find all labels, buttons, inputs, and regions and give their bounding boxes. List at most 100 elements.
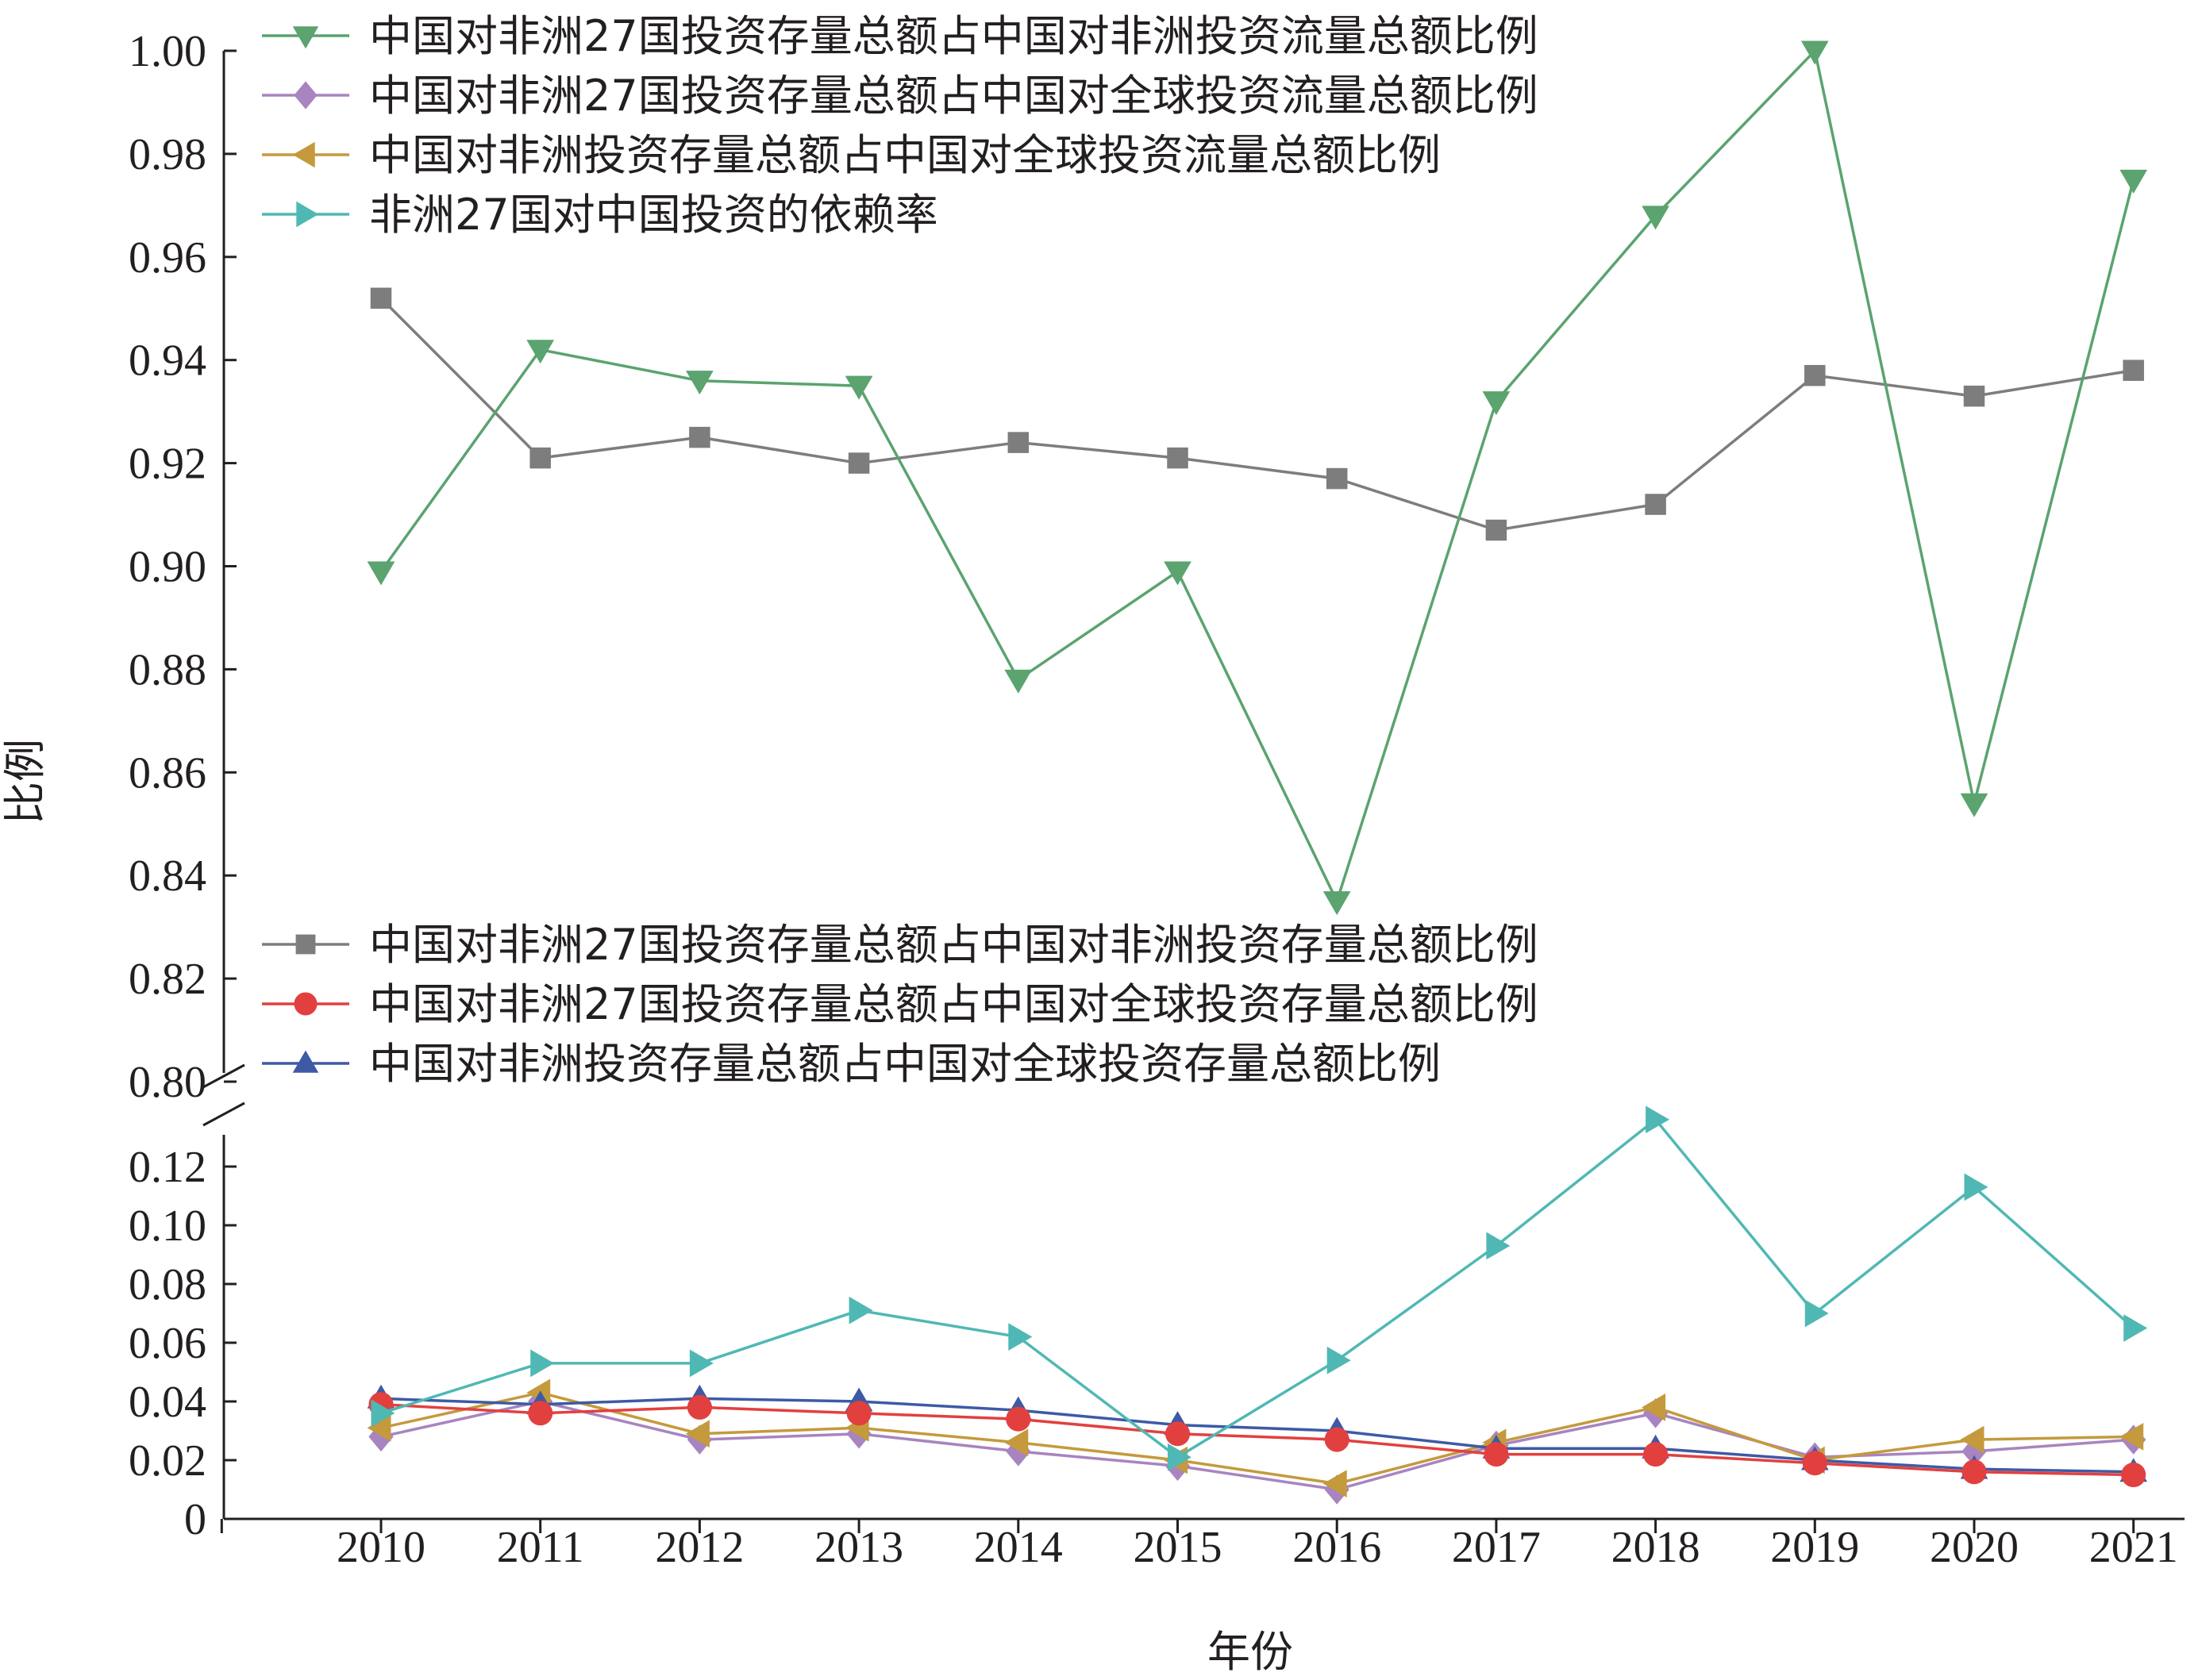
series-line bbox=[380, 1117, 2135, 1459]
data-point bbox=[689, 426, 710, 448]
data-point bbox=[689, 1349, 714, 1378]
x-tick-label: 2017 bbox=[1452, 1523, 1541, 1572]
data-point bbox=[1963, 385, 1985, 407]
data-point bbox=[528, 1401, 553, 1426]
y-tick-label: 0.06 bbox=[129, 1319, 206, 1368]
data-point bbox=[526, 340, 555, 364]
y-tick-label: 0.82 bbox=[129, 955, 206, 1004]
data-point bbox=[370, 287, 392, 309]
data-point bbox=[1326, 467, 1348, 490]
series-3 bbox=[371, 1105, 2148, 1471]
legend-label: 中国对非洲投资存量总额占中国对全球投资存量总额比例 bbox=[369, 1039, 1441, 1089]
data-point bbox=[1642, 206, 1669, 230]
data-point bbox=[1642, 1394, 1666, 1421]
data-point bbox=[1167, 447, 1188, 469]
series-line bbox=[380, 1391, 2134, 1486]
data-point bbox=[1322, 891, 1351, 916]
legend-label: 非洲27国对中国投资的依赖率 bbox=[369, 190, 938, 240]
axis-break-mark bbox=[202, 1101, 245, 1127]
data-point bbox=[1800, 40, 1829, 65]
y-tick-label: 1.00 bbox=[129, 27, 206, 76]
data-point bbox=[846, 1401, 872, 1426]
data-point bbox=[1322, 1470, 1347, 1497]
y-tick-label: 0.90 bbox=[129, 543, 206, 592]
legend-item: 非洲27国对中国投资的依赖率 bbox=[262, 190, 938, 240]
legend-item: 中国对非洲投资存量总额占中国对全球投资存量总额比例 bbox=[262, 1039, 1441, 1089]
data-point bbox=[1960, 793, 1988, 817]
x-tick-label: 2014 bbox=[974, 1523, 1063, 1572]
legend-item: 中国对非洲27国投资存量总额占中国对全球投资存量总额比例 bbox=[262, 979, 1538, 1029]
data-point bbox=[1324, 1427, 1349, 1452]
data-point bbox=[2121, 1463, 2146, 1487]
x-tick-label: 2019 bbox=[1770, 1523, 1859, 1572]
y-tick-label: 0.96 bbox=[129, 233, 206, 283]
y-tick-label: 0.92 bbox=[129, 440, 206, 489]
data-point bbox=[2123, 359, 2144, 381]
y-tick-label: 0.86 bbox=[129, 748, 206, 798]
data-point bbox=[849, 1296, 873, 1324]
data-point bbox=[686, 371, 714, 395]
data-point bbox=[1168, 1443, 1191, 1471]
series-line bbox=[380, 1400, 2134, 1491]
y-axis-title: 比例 bbox=[0, 739, 50, 825]
data-point bbox=[1643, 1442, 1669, 1467]
legend-group-top-left: 中国对非洲27国投资存量总额占中国对非洲投资流量总额比例中国对非洲27国投资存量… bbox=[262, 11, 1538, 240]
x-tick-label: 2015 bbox=[1134, 1523, 1222, 1572]
x-tick-label: 2021 bbox=[2089, 1523, 2178, 1572]
data-point bbox=[685, 1420, 710, 1448]
legend-label: 中国对非洲27国投资存量总额占中国对非洲投资流量总额比例 bbox=[369, 11, 1538, 61]
data-point bbox=[367, 561, 395, 586]
data-point bbox=[1960, 1425, 1984, 1454]
series-5 bbox=[368, 1392, 2146, 1487]
data-point bbox=[1484, 1442, 1509, 1467]
legend-label: 中国对非洲投资存量总额占中国对全球投资流量总额比例 bbox=[369, 130, 1441, 180]
data-point bbox=[1164, 561, 1191, 586]
y-tick-label: 0.08 bbox=[129, 1260, 206, 1309]
x-axis-title: 年份 bbox=[1207, 1627, 1293, 1677]
series-0 bbox=[367, 40, 2148, 916]
data-point bbox=[296, 201, 319, 228]
y-tick-label: 0.98 bbox=[129, 130, 206, 179]
y-tick-label: 0.88 bbox=[129, 645, 206, 694]
x-tick-label: 2010 bbox=[337, 1523, 425, 1572]
legend: 中国对非洲27国投资存量总额占中国对非洲投资流量总额比例中国对非洲27国投资存量… bbox=[262, 11, 1538, 1089]
series-line bbox=[380, 1397, 2134, 1474]
data-point bbox=[1646, 1105, 1670, 1134]
legend-label: 中国对非洲27国投资存量总额占中国对全球投资存量总额比例 bbox=[369, 979, 1538, 1029]
series-1 bbox=[368, 1386, 2146, 1505]
data-point bbox=[1004, 669, 1033, 694]
data-point bbox=[292, 1050, 319, 1073]
y-tick-label: 0.10 bbox=[129, 1201, 206, 1251]
data-point bbox=[371, 1399, 395, 1428]
legend-item: 中国对非洲27国投资存量总额占中国对非洲投资存量总额比例 bbox=[262, 920, 1538, 970]
y-tick-label: 0.94 bbox=[129, 336, 206, 386]
legend-label: 中国对非洲27国投资存量总额占中国对全球投资流量总额比例 bbox=[369, 71, 1538, 121]
y-tick-label: 0.12 bbox=[129, 1143, 206, 1192]
data-point bbox=[529, 447, 551, 469]
data-point bbox=[1165, 1421, 1190, 1447]
x-tick-label: 2011 bbox=[497, 1523, 584, 1572]
series-2 bbox=[367, 1378, 2144, 1497]
data-point bbox=[292, 26, 319, 49]
data-point bbox=[2123, 1314, 2148, 1342]
x-tick-label: 2012 bbox=[655, 1523, 744, 1572]
x-tick-label: 2018 bbox=[1611, 1523, 1700, 1572]
x-tick-label: 2016 bbox=[1292, 1523, 1381, 1572]
data-point bbox=[1007, 432, 1030, 453]
data-point bbox=[1004, 1428, 1029, 1457]
y-tick-label: 0.84 bbox=[129, 852, 206, 901]
x-tick-label: 2013 bbox=[814, 1523, 903, 1572]
data-point bbox=[845, 375, 873, 400]
data-point bbox=[294, 992, 318, 1016]
data-point bbox=[530, 1349, 555, 1378]
x-tick-label: 2020 bbox=[1930, 1523, 2019, 1572]
data-point bbox=[1802, 1451, 1827, 1476]
data-point bbox=[1485, 519, 1507, 541]
data-point bbox=[295, 934, 316, 955]
legend-group-center-left: 中国对非洲27国投资存量总额占中国对非洲投资存量总额比例中国对非洲27国投资存量… bbox=[262, 920, 1538, 1089]
data-point bbox=[1964, 1173, 1988, 1201]
axes: 0.80 0.82 0.84 0.86 0.88 0.90 0.92 0.94 0.96 0.98… bbox=[129, 27, 2185, 1572]
data-point bbox=[1006, 1406, 1031, 1432]
